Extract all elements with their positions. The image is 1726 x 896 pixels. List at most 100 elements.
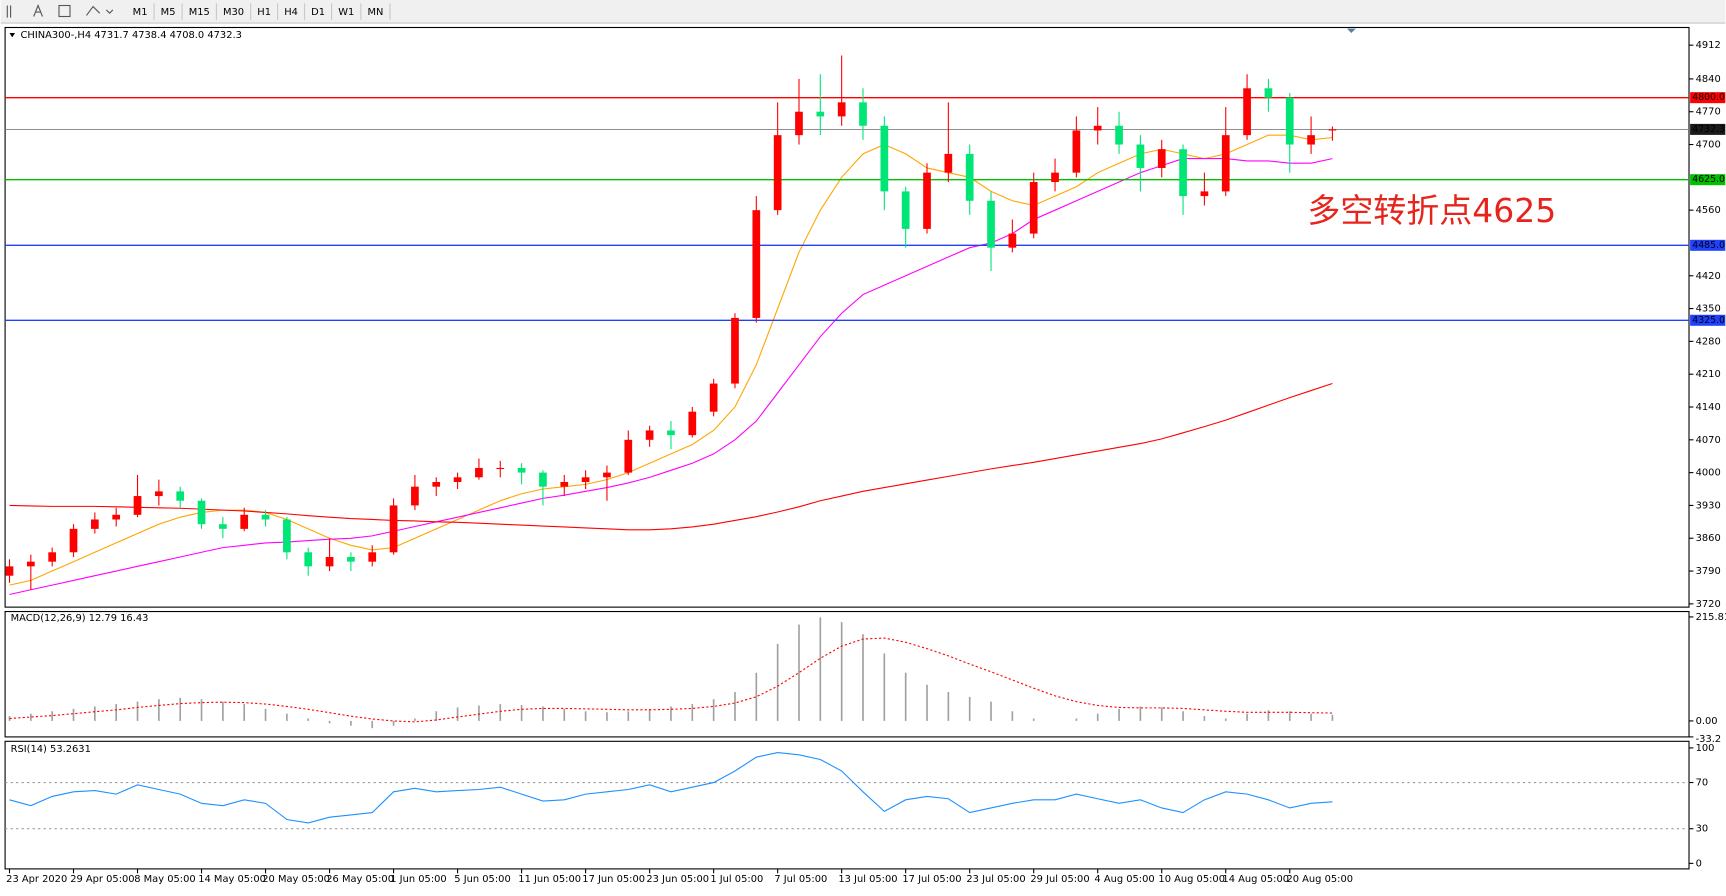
candle-body: [368, 552, 377, 562]
rsi-line: [9, 751, 1333, 824]
moving-average: [9, 383, 1333, 531]
candle-body: [560, 481, 569, 487]
candle-body: [155, 491, 163, 497]
y-tick-label: 30: [1696, 824, 1709, 835]
candle-body: [837, 102, 846, 117]
toolbar: [0, 0, 1726, 24]
x-tick-label: 23 Jul 05:00: [966, 874, 1025, 885]
candle-body: [90, 519, 99, 529]
x-tick-label: 17 Jul 05:00: [902, 874, 961, 885]
candle-body: [1243, 88, 1251, 136]
annotation: 多空转折点4625: [1307, 191, 1556, 230]
candle-body: [901, 191, 910, 229]
candle-body: [411, 486, 419, 506]
candle-body: [1072, 130, 1081, 173]
shapes-icon[interactable]: [86, 5, 114, 16]
candle-body: [603, 472, 611, 478]
candle-body: [176, 491, 185, 501]
x-tick-label: 11 Jun 05:00: [518, 874, 581, 885]
candle-body: [1157, 149, 1166, 168]
candle-body: [475, 467, 483, 478]
level-label-box: [1690, 123, 1726, 135]
candle-body: [731, 317, 739, 384]
x-tick-label: 7 Jul 05:00: [774, 874, 827, 885]
y-tick-label: 70: [1696, 778, 1709, 789]
candle-body: [389, 505, 398, 553]
y-tick-label: 3790: [1696, 566, 1721, 577]
level-label-box: [1690, 314, 1726, 326]
x-tick-label: 8 May 05:00: [134, 874, 195, 885]
candle-body: [1136, 144, 1145, 168]
candle-body: [859, 102, 867, 126]
macd-panel: [4, 610, 1690, 738]
candle-body: [432, 481, 441, 487]
level-label: 4732.3: [1692, 124, 1725, 135]
candle-body: [347, 556, 355, 562]
candle-body: [709, 383, 718, 412]
level-label: 4800.0: [1692, 92, 1725, 103]
y-tick-label: 4700: [1696, 140, 1721, 151]
candle-body: [1307, 135, 1315, 145]
y-tick-label: 4912: [1696, 40, 1721, 51]
timeframe-button[interactable]: D1: [311, 7, 325, 18]
panel-menu-arrow[interactable]: [9, 32, 15, 38]
label-icon[interactable]: [58, 4, 71, 18]
y-tick-label: 4350: [1696, 304, 1721, 315]
moving-average: [9, 158, 1333, 596]
y-tick-label: 4210: [1696, 369, 1721, 380]
timeframe-button[interactable]: M1: [133, 7, 148, 18]
y-tick-label: 3720: [1696, 599, 1721, 610]
shift-marker: [1346, 28, 1356, 33]
x-tick-label: 4 Aug 05:00: [1094, 874, 1154, 885]
candle-body: [645, 430, 654, 440]
candle-body: [1008, 233, 1017, 248]
candle-body: [197, 500, 206, 525]
x-tick-label: 17 Jun 05:00: [582, 874, 645, 885]
x-tick-label: 20 Aug 05:00: [1286, 874, 1353, 885]
y-tick-label: 4840: [1696, 74, 1721, 85]
y-tick-label: 215.81: [1696, 612, 1726, 623]
candle-body: [1051, 172, 1059, 183]
candle-body: [496, 467, 505, 470]
candle-body: [965, 153, 974, 201]
candle-body: [1029, 182, 1038, 234]
candle-body: [240, 514, 249, 529]
candle-body: [517, 467, 526, 473]
candle-body: [1264, 88, 1273, 98]
y-tick-label: 4770: [1696, 107, 1721, 118]
timeframe-button[interactable]: H1: [257, 7, 271, 18]
candle-body: [261, 514, 270, 520]
candle-body: [1115, 125, 1123, 145]
candle-body: [923, 172, 931, 229]
candle-body: [688, 411, 697, 436]
level-label-box: [1690, 239, 1726, 251]
timeframe-button[interactable]: M30: [223, 7, 244, 18]
crosshair-icon[interactable]: [6, 5, 12, 18]
y-tick-label: 4070: [1696, 435, 1721, 446]
timeframe-button[interactable]: W1: [338, 7, 354, 18]
x-tick-label: 14 May 05:00: [198, 874, 266, 885]
timeframe-button[interactable]: H4: [284, 7, 298, 18]
candle-body: [1179, 149, 1187, 197]
timeframe-button[interactable]: MN: [367, 7, 383, 18]
x-tick-label: 1 Jun 05:00: [390, 874, 446, 885]
x-tick-label: 23 Apr 2020: [6, 874, 67, 885]
timeframe-button[interactable]: M15: [189, 7, 210, 18]
candle-body: [1221, 135, 1230, 192]
candle-body: [112, 514, 121, 520]
y-tick-label: 100: [1696, 743, 1715, 754]
macd-signal: [9, 637, 1333, 723]
candle-body: [133, 496, 142, 515]
candle-body: [5, 566, 14, 576]
text-icon[interactable]: [33, 4, 44, 17]
candle-body: [304, 552, 313, 567]
candle-body: [1328, 129, 1337, 131]
y-tick-label: 4560: [1696, 205, 1721, 216]
x-tick-label: 1 Jul 05:00: [710, 874, 763, 885]
candle-body: [795, 111, 803, 136]
candle-body: [1093, 125, 1102, 131]
timeframe-button[interactable]: M5: [161, 7, 176, 18]
y-tick-label: 4280: [1696, 336, 1721, 347]
